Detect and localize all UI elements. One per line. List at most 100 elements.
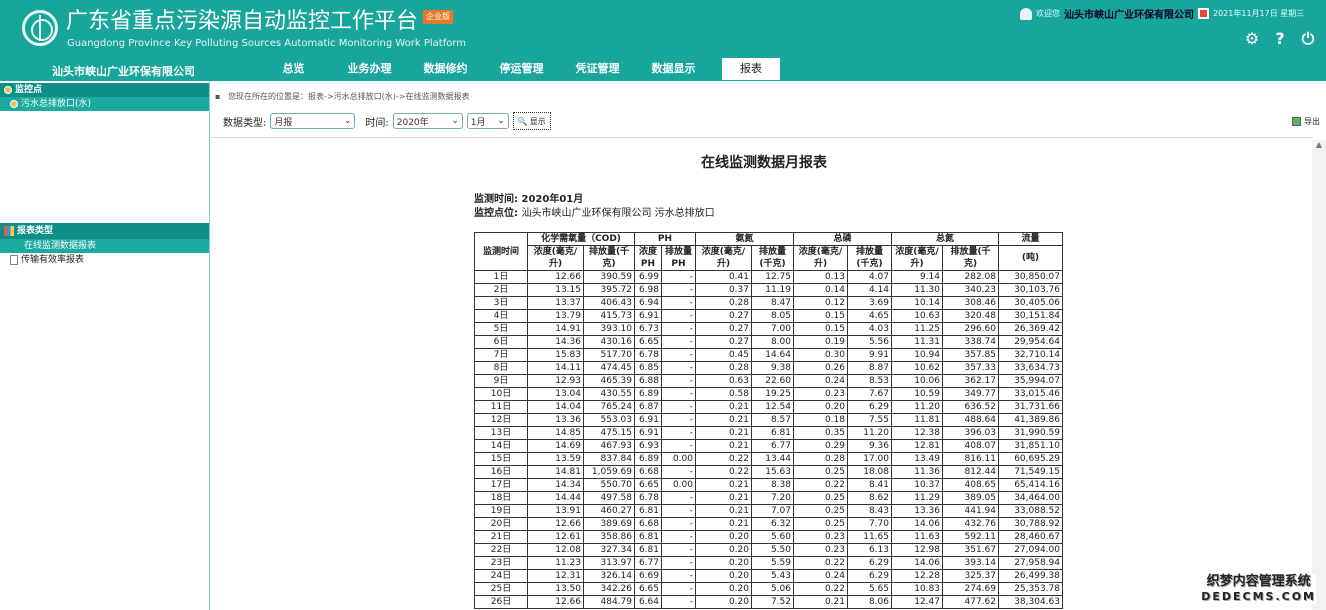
cell-value: 13.44 bbox=[751, 452, 794, 466]
cell-value: 11.20 bbox=[891, 400, 943, 414]
cell-value: 12.93 bbox=[527, 374, 584, 388]
sidebar-item-outfall[interactable]: 污水总排放口(水) bbox=[0, 97, 209, 111]
cell-value: 0.28 bbox=[695, 296, 752, 310]
year-value: 2020年 bbox=[396, 117, 429, 128]
cell-value: 8.57 bbox=[751, 413, 794, 427]
export-button[interactable]: 导出 bbox=[1292, 116, 1320, 127]
nav-overview[interactable]: 总览 bbox=[282, 62, 305, 75]
data-type-value: 月报 bbox=[274, 117, 293, 128]
cell-value: 0.20 bbox=[695, 582, 752, 596]
cell-value: 14.69 bbox=[527, 439, 584, 453]
cell-value: 0.23 bbox=[793, 543, 848, 557]
power-icon[interactable]: ⏻ bbox=[1301, 29, 1315, 48]
cell-value: 282.08 bbox=[942, 270, 999, 284]
cell-value: 10.06 bbox=[891, 374, 943, 388]
cell-value: 517.70 bbox=[583, 348, 635, 362]
cell-value: 6.78 bbox=[634, 348, 662, 362]
row-date: 5日 bbox=[474, 322, 528, 336]
row-date: 25日 bbox=[474, 582, 528, 596]
nav-shutdown[interactable]: 停运管理 bbox=[499, 62, 544, 75]
nav-data-correction[interactable]: 数据修约 bbox=[423, 62, 468, 75]
gear-icon[interactable]: ⚙ bbox=[1244, 29, 1260, 48]
row-date: 17日 bbox=[474, 478, 528, 492]
table-row: 19日 13.91 460.27 6.81-0.21 7.07 0.25 8.43 13.36… bbox=[474, 504, 1063, 518]
cell-value: 5.56 bbox=[847, 335, 892, 349]
main-content: ▪ 您现在所在的位置是：报表->污水总排放口(水)->在线监测数据报表 数据类型… bbox=[211, 81, 1326, 610]
cell-value: 465.39 bbox=[583, 374, 635, 388]
cell-value: 0.19 bbox=[793, 335, 848, 349]
cell-value: 13.15 bbox=[527, 283, 584, 297]
cell-value: - bbox=[661, 504, 696, 518]
cell-value: 30,788.92 bbox=[998, 517, 1063, 531]
cell-value: 4.14 bbox=[847, 283, 892, 297]
app-title: 广东省重点污染源自动监控工作平台 bbox=[66, 9, 419, 34]
cell-value: 6.91 bbox=[634, 426, 662, 440]
row-date: 15日 bbox=[474, 452, 528, 466]
cell-value: 0.23 bbox=[793, 530, 848, 544]
cell-value: 484.79 bbox=[583, 595, 635, 609]
nav-reports[interactable]: 报表 bbox=[722, 58, 780, 80]
cell-value: 0.20 bbox=[793, 400, 848, 414]
cell-value: 60,695.29 bbox=[998, 452, 1063, 466]
monitor-points-header[interactable]: 监控点 bbox=[0, 83, 209, 97]
help-icon[interactable]: ? bbox=[1275, 29, 1285, 48]
sidebar-item-online-report[interactable]: 在线监测数据报表 bbox=[0, 239, 209, 253]
table-row: 11日 14.04 765.24 6.87-0.21 12.54 0.20 6.29 11.2… bbox=[474, 400, 1063, 414]
table-row: 14日 14.69 467.93 6.93-0.21 6.77 0.29 9.36 12.81… bbox=[474, 439, 1063, 453]
scroll-up-icon[interactable]: ▲ bbox=[1315, 140, 1323, 149]
cell-value: 31,731.66 bbox=[998, 400, 1063, 414]
excel-icon bbox=[1292, 117, 1301, 126]
table-row: 21日 12.61 358.86 6.81-0.20 5.60 0.23 11.65 11.6… bbox=[474, 530, 1063, 544]
cell-value: 553.03 bbox=[583, 413, 635, 427]
cell-value: 6.85 bbox=[634, 361, 662, 375]
sidebar-item-label: 传输有效率报表 bbox=[21, 255, 85, 265]
cell-value: 7.55 bbox=[847, 413, 892, 427]
cell-value: 14.06 bbox=[891, 517, 943, 531]
cell-value: 395.72 bbox=[583, 283, 635, 297]
cell-value: 326.14 bbox=[583, 569, 635, 583]
cell-value: 30,405.06 bbox=[998, 296, 1063, 310]
sidebar: 监控点 污水总排放口(水) 报表类型 在线监测数据报表 传输有效率报表 bbox=[0, 81, 210, 610]
cell-value: 393.10 bbox=[583, 322, 635, 336]
calendar-icon bbox=[1198, 8, 1209, 19]
nav-business[interactable]: 业务办理 bbox=[347, 62, 392, 75]
data-type-select[interactable]: 月报 ⌄ bbox=[270, 113, 356, 129]
cell-value: 6.81 bbox=[634, 530, 662, 544]
cell-value: 0.41 bbox=[695, 270, 752, 284]
cell-value: 12.66 bbox=[527, 595, 584, 609]
show-button[interactable]: 🔍 显示 bbox=[512, 112, 551, 130]
cell-value: 6.78 bbox=[634, 491, 662, 505]
cell-value: 13.59 bbox=[527, 452, 584, 466]
cell-value: 7.20 bbox=[751, 491, 794, 505]
cell-value: 5.06 bbox=[751, 582, 794, 596]
cell-value: - bbox=[661, 283, 696, 297]
app-header: 广东省重点污染源自动监控工作平台 Guangdong Province Key … bbox=[0, 0, 1326, 81]
report-types-header[interactable]: 报表类型 bbox=[0, 223, 209, 239]
cell-value: 14.36 bbox=[527, 335, 584, 349]
cell-value: 0.21 bbox=[793, 595, 848, 609]
cell-value: - bbox=[661, 309, 696, 323]
year-select[interactable]: 2020年 ⌄ bbox=[392, 113, 463, 129]
cell-value: - bbox=[661, 335, 696, 349]
row-date: 21日 bbox=[474, 530, 528, 544]
cell-value: 30,850.07 bbox=[998, 270, 1063, 284]
main-nav: 总览 业务办理 数据修约 停运管理 凭证管理 数据显示 报表 bbox=[258, 58, 785, 80]
cell-value: 0.21 bbox=[695, 413, 752, 427]
cell-value: - bbox=[661, 296, 696, 310]
cell-value: 6.68 bbox=[634, 465, 662, 479]
cell-value: 0.28 bbox=[695, 361, 752, 375]
cell-value: 0.20 bbox=[695, 556, 752, 570]
scrollbar[interactable]: ▲ bbox=[1312, 140, 1326, 610]
month-select[interactable]: 1月 ⌄ bbox=[466, 113, 509, 129]
cell-value: 408.65 bbox=[942, 478, 999, 492]
cell-value: 349.77 bbox=[942, 387, 999, 401]
sub-header: 浓度(毫克/升) bbox=[793, 245, 848, 271]
cell-value: 12.28 bbox=[891, 569, 943, 583]
cell-value: 0.21 bbox=[695, 491, 752, 505]
sidebar-item-transmission-report[interactable]: 传输有效率报表 bbox=[0, 253, 209, 267]
nav-voucher[interactable]: 凭证管理 bbox=[575, 62, 620, 75]
cell-value: 389.05 bbox=[942, 491, 999, 505]
nav-data-display[interactable]: 数据显示 bbox=[651, 62, 696, 75]
point-icon bbox=[4, 86, 12, 94]
cell-value: 441.94 bbox=[942, 504, 999, 518]
